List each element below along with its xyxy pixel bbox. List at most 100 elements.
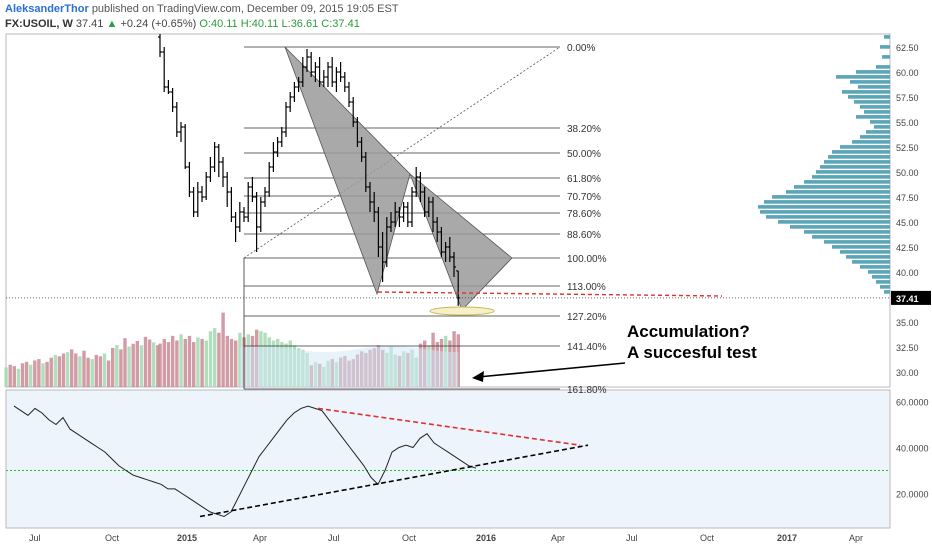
volume-bar	[156, 345, 160, 387]
volume-profile-bar	[848, 95, 890, 99]
price-tick-label: 45.00	[896, 218, 919, 228]
volume-bar	[37, 359, 41, 387]
price-change: +0.24 (+0.65%)	[120, 18, 197, 30]
volume-average-area	[239, 346, 459, 387]
volume-bar	[135, 340, 139, 387]
volume-bar	[45, 361, 49, 387]
volume-profile-bar	[794, 185, 890, 189]
volume-profile-bar	[824, 160, 890, 164]
volume-profile-bar	[812, 175, 890, 179]
volume-bar	[65, 352, 70, 387]
volume-profile-bar	[804, 230, 890, 234]
volume-profile-bar	[758, 205, 890, 209]
oscillator-support-trendline	[199, 444, 589, 518]
test-highlight-ellipse	[429, 306, 495, 316]
volume-bar	[74, 353, 78, 387]
volume-profile-bar	[772, 195, 890, 199]
volume-bar	[20, 363, 25, 387]
volume-profile-bar	[880, 285, 890, 289]
volume-bar	[29, 364, 33, 387]
volume-bar	[111, 347, 115, 387]
volume-profile-bar	[832, 245, 890, 249]
volume-bar	[106, 360, 111, 387]
price-tick-label: 42.50	[896, 243, 919, 253]
oscillator-resistance-trendline	[317, 407, 581, 446]
last-price-badge	[891, 290, 931, 305]
annotation-arrow-line	[477, 362, 626, 378]
oscillator-tick-label: 60.0000	[896, 398, 929, 408]
time-axis-label: Apr	[849, 533, 863, 543]
time-axis-label: Jul	[29, 533, 41, 543]
price-tick-label: 60.00	[896, 68, 919, 78]
volume-bar	[229, 338, 234, 387]
volume-profile-bar	[856, 115, 890, 119]
price-tick-label: 30.00	[896, 368, 919, 378]
volume-bar	[94, 354, 98, 387]
volume-bar	[175, 340, 179, 387]
symbol-label[interactable]: FX:USOIL, W	[5, 18, 73, 30]
volume-bar	[90, 359, 94, 387]
volume-bar	[82, 350, 86, 387]
last-price: 37.41	[75, 18, 104, 30]
volume-profile-bar	[832, 150, 890, 154]
volume-profile-bar	[842, 90, 890, 94]
volume-bar	[12, 366, 16, 387]
volume-bar	[8, 364, 12, 387]
price-tick-label: 47.50	[896, 193, 919, 203]
volume-bar	[98, 356, 103, 387]
price-tick-label: 35.00	[896, 318, 919, 328]
volume-profile-bar	[858, 85, 890, 89]
publish-text: published on TradingView.com, December 0…	[91, 3, 399, 15]
fib-level-label: 50.00%	[567, 149, 601, 160]
volume-profile-bar	[850, 80, 890, 84]
symbol-info: FX:USOIL, W 37.41 ▲ +0.24 (+0.65%) O:40.…	[5, 18, 360, 30]
volume-bar	[166, 342, 171, 387]
volume-bar	[158, 343, 162, 387]
fib-level-label: 78.60%	[567, 209, 601, 220]
volume-profile-bar	[852, 140, 890, 144]
volume-bar	[162, 338, 166, 387]
volume-profile-bar	[816, 170, 890, 174]
volume-profile-bar	[884, 290, 890, 294]
volume-bar	[16, 368, 21, 387]
author-link[interactable]: AleksanderThor	[5, 3, 89, 15]
fib-level-label: 100.00%	[567, 254, 607, 265]
volume-bar	[152, 342, 156, 387]
price-tick-label: 50.00	[896, 168, 919, 178]
volume-profile-bar	[860, 105, 890, 109]
volume-profile-bar	[836, 75, 890, 79]
volume-profile-bar	[840, 145, 890, 149]
volume-bar	[143, 336, 148, 387]
volume-profile-bar	[860, 135, 890, 139]
volume-bar	[102, 353, 107, 387]
volume-bar	[139, 345, 144, 387]
volume-bar	[234, 340, 238, 387]
volume-profile-bar	[868, 270, 890, 274]
fib-trend-line	[243, 46, 561, 259]
volume-profile-bar	[860, 265, 890, 269]
oscillator-pane	[5, 389, 891, 529]
volume-profile-bar	[828, 155, 890, 159]
volume-bar	[24, 361, 29, 387]
volume-profile-bar	[824, 240, 890, 244]
volume-profile-bar	[882, 55, 890, 59]
volume-profile-bar	[864, 110, 890, 114]
price-tick-label: 62.50	[896, 43, 919, 53]
support-dashed-line	[377, 291, 723, 297]
time-axis-label: Oct	[402, 533, 417, 543]
fib-level-label: 113.00%	[567, 282, 606, 293]
time-axis-label: Jul	[626, 533, 638, 543]
volume-bar	[131, 343, 135, 387]
volume-bar	[123, 338, 127, 387]
oscillator-tick-label: 20.0000	[896, 490, 929, 500]
volume-bar	[183, 338, 187, 387]
volume-profile-bar	[854, 100, 890, 104]
volume-profile-bar	[870, 120, 890, 124]
annotation-arrow-head	[472, 371, 484, 382]
volume-bar	[204, 340, 208, 387]
price-tick-label: 55.00	[896, 118, 919, 128]
fib-level-label: 61.80%	[567, 174, 601, 185]
volume-bar	[208, 331, 213, 387]
volume-profile-bar	[880, 45, 890, 49]
